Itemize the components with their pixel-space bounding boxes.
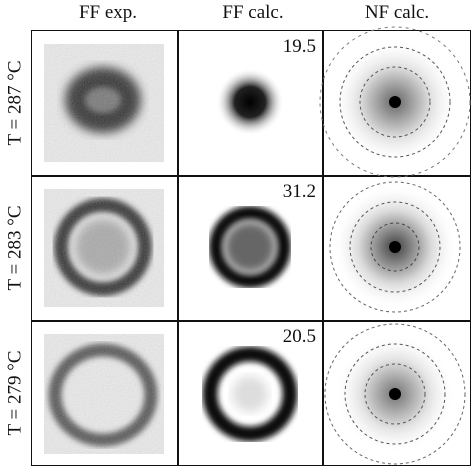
value-label-287: 19.5 [282,36,316,57]
ff-exp-287 [44,44,164,162]
nf-calc-279 [324,323,466,465]
header-ff-calc: FF calc. [222,2,284,23]
header-nf-calc: NF calc. [364,2,430,23]
nf-calc-287 [319,26,471,178]
ff-exp-279 [44,334,164,454]
value-label-279: 20.5 [282,326,316,347]
panel-grid [31,30,471,466]
ff-calc-283 [209,206,291,288]
ff-calc-279 [202,346,298,442]
nf-calc-283 [329,181,461,313]
header-ff-exp: FF exp. [78,2,138,23]
value-label-283: 31.2 [282,181,316,202]
ff-calc-287 [216,68,284,136]
ff-exp-283 [44,189,164,307]
